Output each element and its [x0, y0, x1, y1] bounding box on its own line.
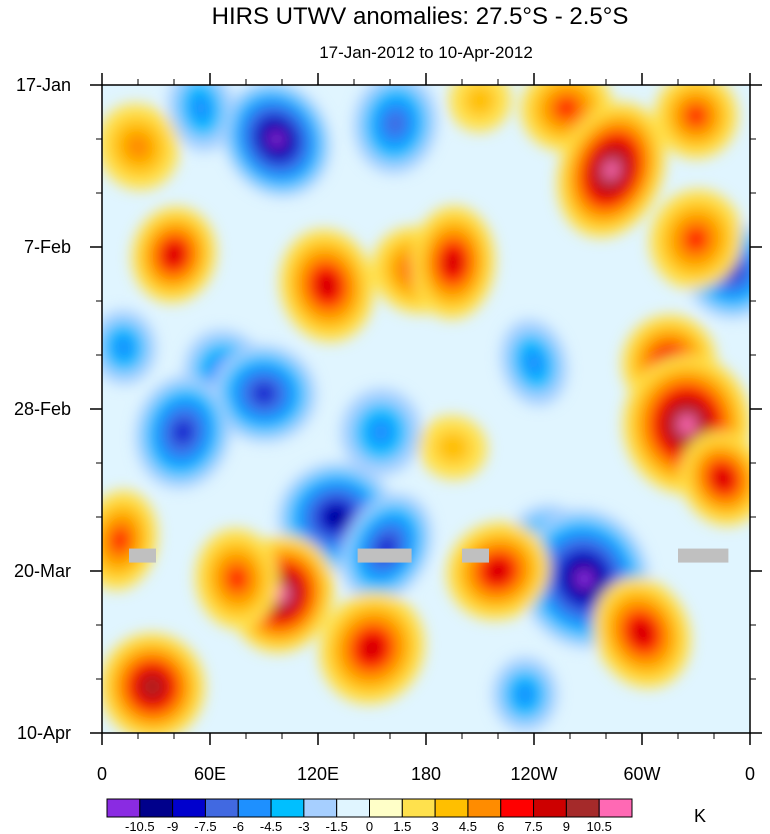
- colorbar-swatch: [204, 798, 239, 818]
- colorbar-label: 1.5: [393, 819, 411, 834]
- colorbar-label: -7.5: [194, 819, 216, 834]
- colorbar-label: -4.5: [260, 819, 282, 834]
- colorbar-label: -6: [232, 819, 244, 834]
- colorbar-units: K: [694, 806, 706, 826]
- colorbar-swatch: [598, 798, 633, 818]
- chart-title: HIRS UTWV anomalies: 27.5°S - 2.5°S: [212, 3, 629, 30]
- anomaly-contour: [268, 130, 285, 148]
- anomaly-contour: [514, 682, 536, 707]
- x-tick-label: 180: [411, 764, 441, 784]
- colorbar-swatch: [500, 798, 535, 818]
- colorbar-label: -9: [167, 819, 179, 834]
- anomaly-contour: [384, 111, 406, 137]
- colorbar-swatch: [369, 798, 403, 818]
- axis-ticks: 0 60E 120E 180 120W 60W 0 17-Jan 7-Feb 28-Feb 20-M…: [14, 73, 762, 784]
- anomaly-contour: [487, 561, 509, 581]
- y-tick-label: 17-Jan: [16, 75, 71, 95]
- colorbar-label: 6: [497, 819, 504, 834]
- anomaly-contour: [603, 160, 620, 180]
- missing-data-segment: [129, 548, 156, 563]
- colorbar-swatch: [270, 798, 305, 818]
- colorbar-swatch: [303, 798, 338, 818]
- colorbar-swatch: [533, 798, 567, 818]
- x-tick-label: 60W: [623, 764, 660, 784]
- missing-data: [129, 548, 729, 563]
- colorbar-label: 9: [563, 819, 570, 834]
- anomaly-contour: [124, 132, 152, 162]
- anomaly-field: [102, 85, 750, 733]
- anomaly-contour: [190, 93, 212, 123]
- colorbar-swatch: [172, 798, 206, 818]
- colorbar-swatch: [237, 798, 272, 818]
- chart-subtitle: 17-Jan-2012 to 10-Apr-2012: [319, 43, 533, 62]
- y-tick-label: 7-Feb: [24, 237, 71, 257]
- x-tick-label: 120W: [510, 764, 557, 784]
- colorbar-swatch: [336, 798, 370, 818]
- anomaly-contour: [110, 527, 130, 553]
- anomaly-contour: [464, 85, 496, 117]
- anomaly-contour: [685, 105, 707, 127]
- x-tick-label: 60E: [194, 764, 226, 784]
- anomaly-contour: [522, 348, 546, 378]
- x-tick-label: 0: [745, 764, 755, 784]
- anomaly-contour: [684, 226, 708, 252]
- missing-data-segment: [678, 548, 729, 563]
- anomaly-contour: [173, 420, 193, 444]
- anomaly-contour: [632, 621, 652, 644]
- anomaly-contour: [112, 334, 135, 360]
- anomaly-contour: [274, 585, 290, 603]
- anomaly-contour: [714, 468, 732, 488]
- colorbar-label: -1.5: [325, 819, 347, 834]
- colorbar-swatch: [401, 798, 436, 818]
- colorbar-label: 4.5: [459, 819, 477, 834]
- colorbar-label: 7.5: [525, 819, 543, 834]
- anomaly-contour: [575, 568, 594, 589]
- anomaly-contour: [367, 417, 395, 447]
- colorbar-swatch: [467, 798, 502, 818]
- x-tick-label: 0: [97, 764, 107, 784]
- anomaly-contour: [361, 636, 383, 660]
- colorbar-swatch: [565, 798, 600, 818]
- colorbar-label: 0: [366, 819, 373, 834]
- y-tick-label: 20-Mar: [14, 561, 71, 581]
- colorbar-label: 10.5: [587, 819, 612, 834]
- missing-data-segment: [462, 548, 489, 563]
- x-tick-label: 120E: [297, 764, 339, 784]
- anomaly-contour: [326, 508, 346, 526]
- colorbar: -10.5 -9 -7.5 -6 -4.5 -3 -1.5 0 1.5 3 4.5 6 7.5 9 10.5: [106, 798, 633, 834]
- plot-area: [102, 85, 750, 733]
- colorbar-swatch: [106, 798, 141, 818]
- colorbar-swatch: [434, 798, 469, 818]
- colorbar-label: 3: [432, 819, 439, 834]
- colorbar-label: -10.5: [125, 819, 155, 834]
- anomaly-contour: [435, 431, 471, 464]
- anomaly-contour: [253, 383, 275, 404]
- colorbar-swatch: [139, 798, 174, 818]
- anomaly-contour: [143, 677, 162, 696]
- anomaly-contour: [677, 414, 697, 435]
- anomaly-contour: [444, 251, 462, 274]
- missing-data-segment: [357, 548, 412, 563]
- anomaly-contour: [317, 274, 337, 297]
- y-tick-label: 10-Apr: [17, 723, 71, 743]
- y-tick-label: 28-Feb: [14, 399, 71, 419]
- anomaly-contour: [554, 97, 578, 119]
- anomaly-contour: [226, 566, 248, 592]
- anomaly-contour: [165, 245, 183, 265]
- colorbar-label: -3: [298, 819, 310, 834]
